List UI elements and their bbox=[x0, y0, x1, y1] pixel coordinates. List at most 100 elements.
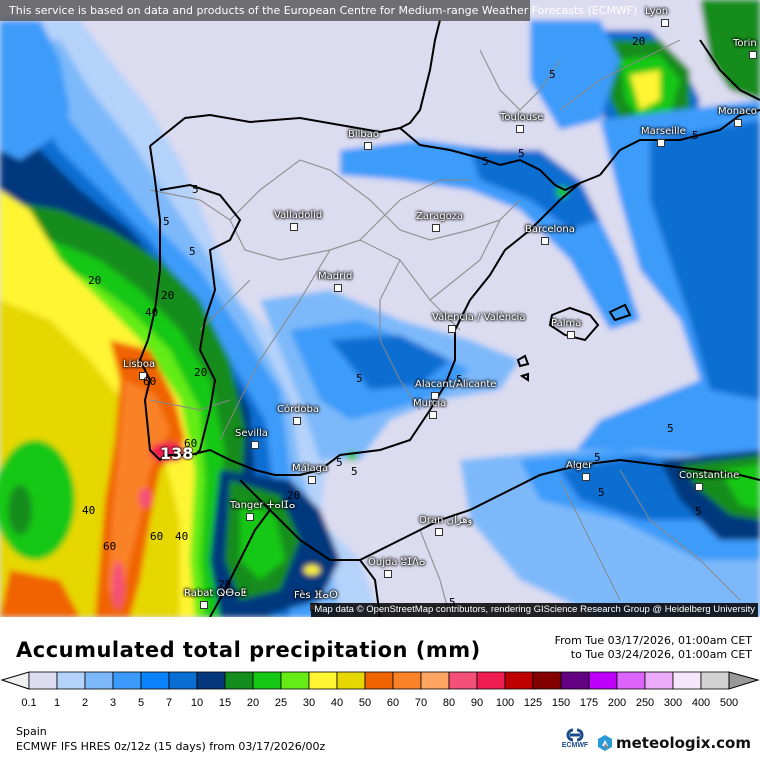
scale-tick-label: 500 bbox=[719, 697, 739, 709]
city-marker bbox=[290, 223, 298, 231]
contour-label: 60 bbox=[184, 437, 198, 450]
scale-swatch bbox=[28, 671, 58, 690]
scale-swatch bbox=[672, 671, 702, 690]
contour-label: 5 bbox=[692, 129, 699, 142]
scale-swatch bbox=[196, 671, 226, 690]
contour-label: 5 bbox=[695, 505, 702, 518]
scale-tick-label: 175 bbox=[579, 697, 599, 709]
scale-tick-label: 5 bbox=[137, 697, 145, 709]
scale-tick-label: 7 bbox=[165, 697, 173, 709]
scale-tick-label: 50 bbox=[358, 697, 372, 709]
city-marker bbox=[429, 411, 437, 419]
scale-swatch bbox=[84, 671, 114, 690]
scale-tick-label: 150 bbox=[551, 697, 571, 709]
scale-tick-label: 125 bbox=[523, 697, 543, 709]
meteologix-logo-icon bbox=[598, 735, 612, 751]
region-label: Spain bbox=[16, 725, 47, 738]
city-label: Barcelona bbox=[525, 224, 575, 235]
map-attribution[interactable]: Map data © OpenStreetMap contributors, r… bbox=[311, 603, 758, 617]
scale-swatch bbox=[476, 671, 506, 690]
city-marker bbox=[431, 392, 439, 400]
city-marker bbox=[246, 513, 254, 521]
scale-swatch bbox=[336, 671, 366, 690]
scale-tick-label: 25 bbox=[274, 697, 288, 709]
scale-swatch bbox=[616, 671, 646, 690]
contour-label: 5 bbox=[518, 147, 525, 160]
city-marker bbox=[734, 119, 742, 127]
scale-swatch bbox=[560, 671, 590, 690]
contour-label: 5 bbox=[356, 372, 363, 385]
chart-title: Accumulated total precipitation (mm) bbox=[16, 638, 481, 662]
meteologix-brand: meteologix.com bbox=[616, 734, 751, 752]
city-marker bbox=[384, 570, 392, 578]
contour-label: 20 bbox=[194, 366, 208, 379]
city-label: Oran وهران bbox=[419, 515, 473, 526]
contour-label: 5 bbox=[351, 465, 358, 478]
scale-swatch bbox=[252, 671, 282, 690]
city-marker bbox=[432, 224, 440, 232]
precipitation-field bbox=[0, 0, 760, 617]
max-precip-label: 138 bbox=[160, 444, 194, 463]
contour-label: 5 bbox=[594, 451, 601, 464]
scale-tick-label: 250 bbox=[635, 697, 655, 709]
city-label: Toulouse bbox=[500, 112, 544, 123]
scale-swatch bbox=[168, 671, 198, 690]
city-label: Sevilla bbox=[235, 428, 268, 439]
city-label: Murcia bbox=[413, 398, 447, 409]
city-label: Palma bbox=[551, 318, 582, 329]
scale-tick-label: 15 bbox=[218, 697, 232, 709]
meteologix-logo[interactable]: meteologix.com bbox=[596, 734, 751, 752]
city-marker bbox=[657, 139, 665, 147]
scale-tick-label: 100 bbox=[495, 697, 515, 709]
city-label: Alacant/Alicante bbox=[415, 379, 497, 390]
city-label: Monaco bbox=[718, 106, 757, 117]
contour-label: 40 bbox=[82, 504, 96, 517]
city-marker bbox=[541, 237, 549, 245]
ecmwf-logo[interactable]: ECMWF bbox=[560, 728, 590, 758]
city-label: Lisboa bbox=[123, 359, 156, 370]
scale-swatch bbox=[140, 671, 170, 690]
city-marker bbox=[139, 372, 147, 380]
scale-tick-label: 30 bbox=[302, 697, 316, 709]
scale-tick-label: 20 bbox=[246, 697, 260, 709]
scale-swatch bbox=[224, 671, 254, 690]
contour-label: 5 bbox=[456, 373, 463, 386]
contour-label: 40 bbox=[175, 530, 189, 543]
scale-swatch bbox=[364, 671, 394, 690]
scale-swatch bbox=[700, 671, 730, 690]
scale-tick-label: 0.1 bbox=[21, 697, 37, 709]
city-marker bbox=[661, 19, 669, 27]
scale-swatch bbox=[112, 671, 142, 690]
city-label: Lyon bbox=[645, 6, 669, 17]
scale-tick-label: 2 bbox=[81, 697, 89, 709]
city-label: Tanger ⵜⴰⵏⵊⴰ bbox=[230, 500, 296, 511]
scale-swatch bbox=[588, 671, 618, 690]
contour-label: 5 bbox=[482, 155, 489, 168]
city-label: Bilbao bbox=[348, 129, 380, 140]
contour-label: 5 bbox=[189, 245, 196, 258]
scale-swatch bbox=[392, 671, 422, 690]
scale-swatch bbox=[504, 671, 534, 690]
city-marker bbox=[695, 483, 703, 491]
scale-tick-label: 70 bbox=[414, 697, 428, 709]
city-label: Constantine bbox=[679, 470, 740, 481]
city-marker bbox=[448, 325, 456, 333]
period-to: to Tue 03/24/2026, 01:00am CET bbox=[570, 648, 752, 661]
contour-label: 5 bbox=[598, 486, 605, 499]
forecast-period: From Tue 03/17/2026, 01:00am CET to Tue … bbox=[555, 634, 752, 662]
scale-swatch bbox=[420, 671, 450, 690]
color-scale-bar bbox=[0, 671, 760, 690]
period-from: From Tue 03/17/2026, 01:00am CET bbox=[554, 634, 752, 647]
precipitation-map[interactable]: This service is based on data and produc… bbox=[0, 0, 760, 617]
city-label: Málaga bbox=[292, 463, 329, 474]
scale-under-arrow bbox=[0, 671, 30, 690]
city-marker bbox=[435, 528, 443, 536]
scale-tick-label: 90 bbox=[470, 697, 484, 709]
city-marker bbox=[200, 601, 208, 609]
scale-over-arrow bbox=[728, 671, 760, 690]
city-label: Madrid bbox=[318, 271, 353, 282]
ecmwf-logo-text: ECMWF bbox=[561, 742, 589, 749]
city-label: Valladolid bbox=[274, 210, 323, 221]
contour-label: 20 bbox=[161, 289, 175, 302]
city-marker bbox=[582, 473, 590, 481]
